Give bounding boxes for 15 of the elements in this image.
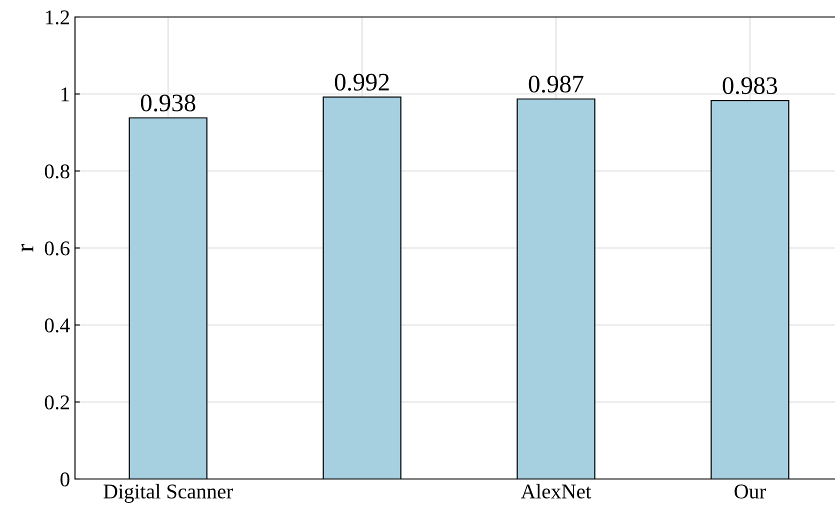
data-label: 0.938 — [140, 94, 196, 112]
y-tick-label: 1 — [62, 87, 69, 102]
y-tick-label: 1.2 — [46, 10, 69, 25]
y-axis-title: r — [21, 244, 34, 252]
y-tick-label: 0.2 — [44, 395, 69, 410]
y-tick-label: 0.4 — [44, 318, 70, 333]
x-tick-label: Our — [734, 484, 766, 499]
y-tick-label: 0.6 — [44, 241, 70, 256]
x-tick-label: Digital Scanner — [104, 484, 233, 503]
data-label: 0.983 — [722, 77, 778, 94]
data-label: 0.992 — [334, 74, 389, 91]
y-tick-label: 0.8 — [44, 164, 70, 179]
y-tick-label: 0 — [60, 472, 70, 486]
x-tick-label: AlexNet — [520, 484, 592, 499]
data-label: 0.987 — [528, 76, 584, 93]
